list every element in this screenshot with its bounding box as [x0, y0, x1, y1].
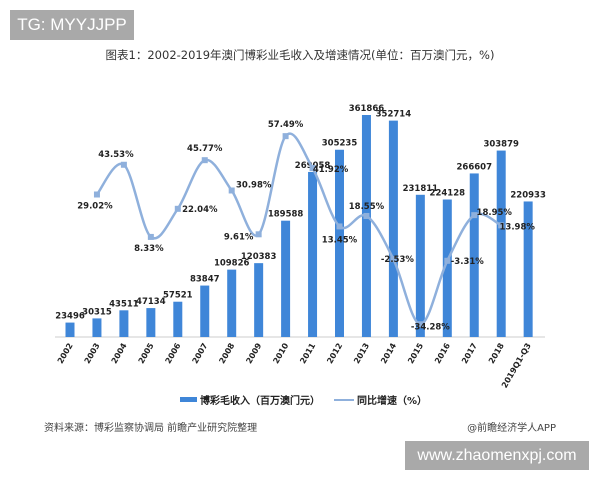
growth-label-2012: 13.45%	[322, 235, 358, 245]
growth-point-2015	[417, 321, 424, 328]
bar-2011	[308, 171, 318, 337]
x-tick-2014: 2014	[379, 341, 398, 365]
bar-label-2013: 361866	[349, 104, 385, 114]
growth-point-2009	[255, 231, 262, 238]
bar-label-2005: 47134	[136, 297, 166, 307]
growth-point-2004	[120, 161, 127, 168]
growth-point-2006	[174, 205, 181, 212]
bar-label-2008: 109826	[214, 259, 250, 269]
x-tick-2006: 2006	[164, 341, 183, 365]
x-tick-2009: 2009	[244, 341, 263, 365]
legend-line-swatch	[334, 398, 354, 401]
growth-label-2018: 13.98%	[499, 222, 535, 232]
growth-point-2005	[147, 233, 154, 240]
bar-2009	[254, 263, 264, 337]
app-credit: @前瞻经济学人APP	[467, 423, 556, 434]
watermark: www.zhaomenxpj.com	[405, 441, 589, 470]
bar-2005	[146, 308, 156, 337]
bar-label-2002: 23496	[55, 312, 85, 322]
x-tick-2010: 2010	[271, 341, 290, 365]
growth-point-2011	[309, 165, 316, 172]
tag-badge: TG: MYYJJPP	[10, 10, 134, 40]
bar-label-2012: 305235	[322, 139, 358, 149]
growth-label-2014: -2.53%	[381, 255, 414, 265]
chart-title: 图表1：2002-2019年澳门博彩业毛收入及增速情况(单位：百万澳门元，%)	[105, 48, 495, 62]
growth-point-2014	[390, 256, 397, 263]
bar-2019Q1-Q3	[523, 201, 533, 337]
bar-2013	[361, 115, 371, 337]
growth-point-2018	[498, 222, 505, 229]
bar-label-2004: 43511	[109, 299, 139, 309]
x-tick-2011: 2011	[298, 341, 317, 365]
growth-label-2006: 22.04%	[182, 205, 218, 215]
growth-label-2011: 41.92%	[313, 165, 349, 175]
bar-2004	[119, 310, 129, 337]
bar-2007	[200, 285, 210, 337]
x-tick-2004: 2004	[110, 341, 129, 365]
growth-point-2012	[336, 223, 343, 230]
growth-label-2010: 57.49%	[268, 120, 304, 130]
legend-line-label: 同比增速（%）	[357, 396, 428, 407]
legend-bar: 博彩毛收入（百万澳门元）	[180, 392, 320, 407]
x-tick-2005: 2005	[137, 341, 156, 365]
growth-label-2003: 29.02%	[77, 202, 113, 212]
growth-point-2016	[444, 257, 451, 264]
x-tick-2003: 2003	[83, 342, 102, 366]
bar-label-2017: 266607	[457, 162, 493, 172]
bar-2006	[173, 301, 183, 337]
x-tick-2018: 2018	[487, 341, 506, 365]
x-tick-2016: 2016	[433, 341, 452, 365]
x-tick-2002: 2002	[56, 342, 75, 366]
growth-label-2005: 8.33%	[134, 244, 164, 254]
bar-label-2016: 224128	[430, 189, 466, 199]
growth-point-2013	[363, 212, 370, 219]
bar-label-2018: 303879	[483, 140, 519, 150]
growth-point-2003	[93, 191, 100, 198]
bar-label-2003: 30315	[82, 307, 112, 317]
bar-2018	[496, 150, 506, 337]
bar-label-2010: 189588	[268, 210, 304, 220]
bar-2010	[281, 220, 291, 337]
bar-label-2015: 231811	[403, 184, 439, 194]
growth-point-2008	[228, 187, 235, 194]
growth-label-2009: 9.61%	[224, 232, 254, 242]
bar-label-2006: 57521	[163, 291, 193, 301]
legend-bar-swatch	[180, 397, 197, 402]
chart: 23496 2002 30315 2003 43511 2004 47134 2005 5752…	[55, 104, 546, 390]
x-tick-2008: 2008	[218, 341, 237, 365]
growth-label-2008: 30.98%	[236, 180, 272, 190]
bar-2012	[335, 149, 344, 337]
growth-label-2017: 18.95%	[477, 208, 513, 218]
growth-point-2010	[282, 133, 289, 140]
x-tick-2015: 2015	[406, 341, 425, 365]
legend-bar-label: 博彩毛收入（百万澳门元）	[200, 396, 320, 407]
growth-point-2017	[471, 212, 478, 219]
x-tick-2017: 2017	[460, 342, 479, 366]
bar-label-2009: 120383	[241, 252, 277, 262]
source-note: 资料来源：博彩监察协调局 前瞻产业研究院整理	[44, 423, 258, 434]
bar-2014	[388, 120, 398, 338]
bar-2017	[469, 173, 479, 337]
x-tick-2012: 2012	[325, 342, 344, 366]
legend-line: 同比增速（%）	[334, 392, 427, 407]
growth-label-2016: -3.31%	[451, 257, 484, 267]
x-tick-2019Q1-Q3: 2019Q1-Q3	[500, 342, 533, 390]
bar-2003	[92, 318, 102, 337]
growth-label-2007: 45.77%	[187, 144, 223, 154]
x-tick-2013: 2013	[352, 342, 371, 366]
growth-label-2015: -34.28%	[411, 322, 450, 332]
x-tick-2007: 2007	[191, 342, 210, 366]
bar-label-2019Q1-Q3: 220933	[510, 190, 546, 200]
bar-label-2007: 83847	[190, 275, 220, 285]
bar-label-2014: 352714	[376, 110, 412, 120]
bar-2008	[227, 269, 237, 337]
bar-2016	[442, 199, 452, 337]
bar-2015	[415, 194, 425, 337]
growth-label-2013: 18.55%	[349, 202, 385, 212]
growth-point-2007	[201, 157, 208, 164]
growth-label-2004: 43.53%	[98, 150, 134, 160]
growth-line	[95, 132, 502, 326]
bar-2002	[65, 322, 75, 337]
